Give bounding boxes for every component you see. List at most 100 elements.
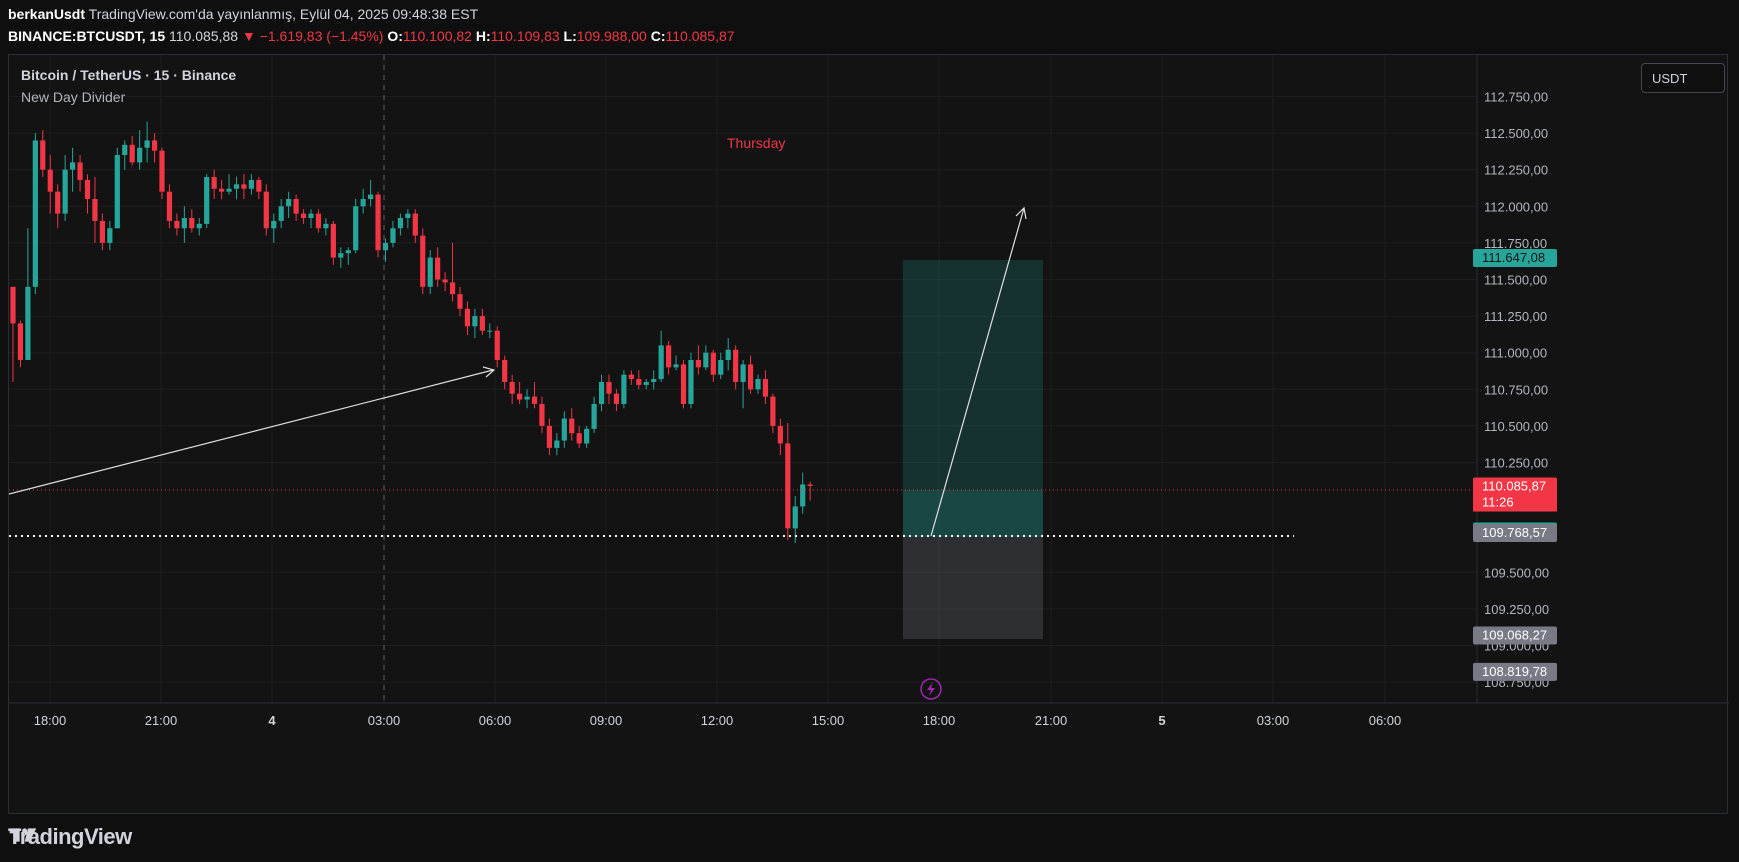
trend-arrow-right[interactable]	[930, 206, 1027, 537]
candle	[412, 209, 418, 243]
candle	[569, 408, 575, 441]
lightning-icon[interactable]	[920, 678, 942, 700]
author-name[interactable]: berkanUsdt	[8, 6, 86, 22]
candle	[25, 228, 31, 361]
candle	[554, 433, 560, 456]
candle	[70, 147, 76, 192]
high-value: 110.109,83	[490, 28, 560, 44]
candle	[181, 206, 187, 243]
candle	[84, 174, 91, 214]
stop-zone[interactable]	[903, 537, 1043, 639]
price-axis[interactable]: 112.750,00 112.500,00 112.250,00 112.000,00…	[1476, 55, 1549, 703]
symbol-name: BINANCE:BTCUSDT, 15	[8, 28, 166, 44]
candle	[531, 381, 538, 409]
last-price: 110.085,88	[169, 28, 239, 44]
down-triangle-icon: ▼	[241, 28, 256, 44]
candle	[598, 374, 605, 412]
high-label: H:	[475, 28, 491, 44]
time-axis[interactable]: 18:00 21:00 4 03:00 06:00 09:00 12:00 15:00 18:0…	[9, 702, 1729, 728]
candle	[32, 133, 38, 295]
candle	[159, 147, 165, 199]
time-tick-label: 18:00	[923, 713, 956, 728]
candle	[248, 174, 254, 195]
candle	[561, 411, 567, 448]
candle	[591, 396, 597, 434]
price-tick-label: 109.500,00	[1484, 565, 1549, 580]
candle	[390, 220, 396, 248]
open-value: 110.100,82	[402, 28, 472, 44]
indicator-label[interactable]: New Day Divider	[21, 89, 126, 105]
candle	[666, 340, 672, 375]
candle	[800, 472, 806, 514]
close-label: C:	[650, 28, 666, 44]
candle	[256, 177, 262, 199]
candle	[174, 213, 180, 236]
candle	[621, 370, 627, 409]
candle	[546, 418, 552, 456]
candle	[114, 147, 120, 229]
time-tick-label: 5	[1158, 713, 1165, 728]
candle	[166, 184, 173, 229]
candle	[360, 188, 366, 214]
trend-arrow-left[interactable]	[9, 366, 496, 495]
chart-canvas[interactable]: Thursday 112.750,00112.500,00112.250,001…	[9, 55, 1729, 815]
stop-price-label	[1473, 626, 1557, 645]
candle	[636, 370, 642, 390]
time-tick-label: 18:00	[34, 713, 67, 728]
candle	[122, 140, 128, 170]
stop-price-text: 109.068,27	[1482, 628, 1547, 643]
candle	[457, 286, 463, 317]
price-tick-label: 111.250,00	[1484, 309, 1547, 324]
candle	[278, 198, 284, 229]
target-price-text: 111.647,08	[1482, 250, 1545, 265]
gray-price-label	[1473, 523, 1557, 542]
legend-title[interactable]: Bitcoin / TetherUS · 15 · Binance	[21, 67, 237, 83]
publish-date: TradingView.com'da yayınlanmış, Eylül 04…	[88, 6, 479, 22]
price-labels: 111.647,08110.085,8711:26109.779,05109.7…	[1473, 248, 1557, 681]
brand-footer[interactable]: TradingView	[8, 824, 132, 850]
chart-pane[interactable]: Thursday 112.750,00 112.500,00 112.250,00 1…	[8, 54, 1729, 815]
profit-zone[interactable]	[903, 260, 1043, 537]
candle	[584, 425, 590, 448]
candle	[375, 191, 381, 258]
candle	[99, 213, 105, 251]
price-tick-label: 109.250,00	[1484, 602, 1549, 617]
candle	[695, 345, 701, 375]
candle	[613, 389, 620, 412]
candle	[435, 247, 441, 287]
candle	[368, 179, 374, 207]
candle	[449, 242, 456, 302]
price-tick-label: 112.500,00	[1484, 126, 1548, 141]
candle	[226, 174, 232, 195]
candle	[673, 355, 679, 371]
candle	[144, 121, 150, 163]
candle	[628, 370, 634, 385]
candle	[308, 209, 314, 229]
candle	[189, 209, 195, 233]
candle	[55, 184, 61, 229]
candle	[196, 218, 202, 236]
chart-grid	[9, 55, 1477, 703]
day-annotation[interactable]: Thursday	[727, 135, 785, 151]
candle	[606, 374, 612, 404]
candle	[382, 238, 389, 262]
candlestick-series	[10, 121, 813, 544]
current-price-label	[1473, 477, 1557, 496]
price-change: −1.619,83 (−1.45%)	[259, 28, 384, 44]
candle	[10, 286, 16, 382]
candle	[338, 247, 344, 268]
price-tick-label: 110.500,00	[1484, 419, 1548, 434]
candle	[40, 130, 46, 178]
currency-button[interactable]: USDT	[1641, 63, 1725, 93]
time-tick-label: 06:00	[1369, 713, 1402, 728]
candle	[472, 308, 478, 339]
candle	[725, 338, 731, 371]
candle	[330, 220, 336, 265]
candle	[762, 370, 769, 404]
close-value: 110.085,87	[665, 28, 735, 44]
current-price-text: 110.085,87	[1482, 479, 1546, 494]
time-tick-label: 12:00	[701, 713, 734, 728]
candle	[479, 308, 485, 336]
target-price-label	[1473, 248, 1557, 267]
price-tick-label: 110.750,00	[1484, 382, 1548, 397]
